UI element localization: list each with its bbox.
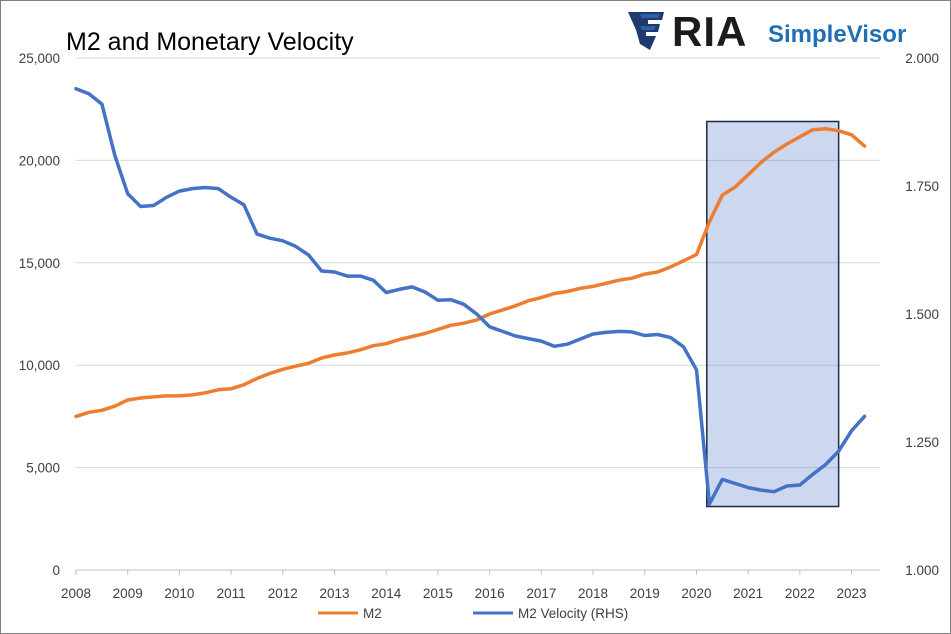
x-tick-label: 2012 — [268, 586, 298, 601]
logo-brand-text: RIA — [672, 8, 747, 55]
x-tick-label: 2023 — [837, 586, 867, 601]
left-axis-ticks: 0 5,000 10,000 15,000 20,000 25,000 — [19, 51, 60, 578]
left-tick-label: 20,000 — [19, 153, 60, 168]
right-tick-label: 1.000 — [905, 563, 939, 578]
right-tick-label: 1.500 — [905, 307, 939, 322]
x-tick-label: 2018 — [578, 586, 608, 601]
left-tick-label: 5,000 — [26, 461, 60, 476]
logo-product-text: SimpleVisor — [768, 21, 906, 48]
right-tick-label: 1.750 — [905, 179, 939, 194]
right-axis-ticks: 1.000 1.250 1.500 1.750 2.000 — [905, 51, 939, 578]
left-tick-label: 15,000 — [19, 256, 60, 271]
series-lines — [74, 86, 867, 506]
legend-item-velocity: M2 Velocity (RHS) — [473, 606, 628, 621]
gridlines — [76, 57, 880, 469]
x-tick-label: 2022 — [785, 586, 815, 601]
x-tick-label: 2011 — [217, 586, 246, 601]
x-tick-label: 2009 — [113, 586, 143, 601]
ria-logo: RIA SimpleVisor — [628, 8, 906, 55]
x-tick-label: 2020 — [681, 586, 711, 601]
x-tick-label: 2008 — [61, 586, 91, 601]
x-tick-label: 2017 — [526, 586, 556, 601]
x-tick-label: 2019 — [630, 586, 660, 601]
x-tick-label: 2016 — [475, 586, 505, 601]
left-tick-label: 10,000 — [19, 358, 60, 373]
x-tick-label: 2015 — [423, 586, 453, 601]
series-line-m2 — [74, 126, 867, 419]
series-line-velocity — [74, 86, 867, 506]
right-tick-label: 2.000 — [905, 51, 939, 66]
legend-item-m2: M2 — [318, 606, 382, 621]
x-tick-label: 2021 — [733, 586, 763, 601]
chart-title: M2 and Monetary Velocity — [66, 28, 354, 56]
highlight-box — [706, 120, 840, 508]
legend-m2-label: M2 — [363, 606, 382, 621]
x-tick-label: 2014 — [371, 586, 402, 601]
legend: M2 M2 Velocity (RHS) — [318, 606, 628, 621]
x-axis-ticks: 2008 2009 2010 2011 2012 2013 2014 2015 2016 2017… — [61, 570, 867, 601]
left-tick-label: 0 — [52, 563, 60, 578]
highlight-rect — [706, 120, 840, 508]
left-tick-label: 25,000 — [19, 51, 60, 66]
x-tick-label: 2010 — [164, 586, 194, 601]
x-tick-label: 2013 — [319, 586, 349, 601]
legend-velocity-label: M2 Velocity (RHS) — [518, 606, 628, 621]
right-tick-label: 1.250 — [905, 435, 939, 450]
eagle-icon — [628, 12, 664, 50]
